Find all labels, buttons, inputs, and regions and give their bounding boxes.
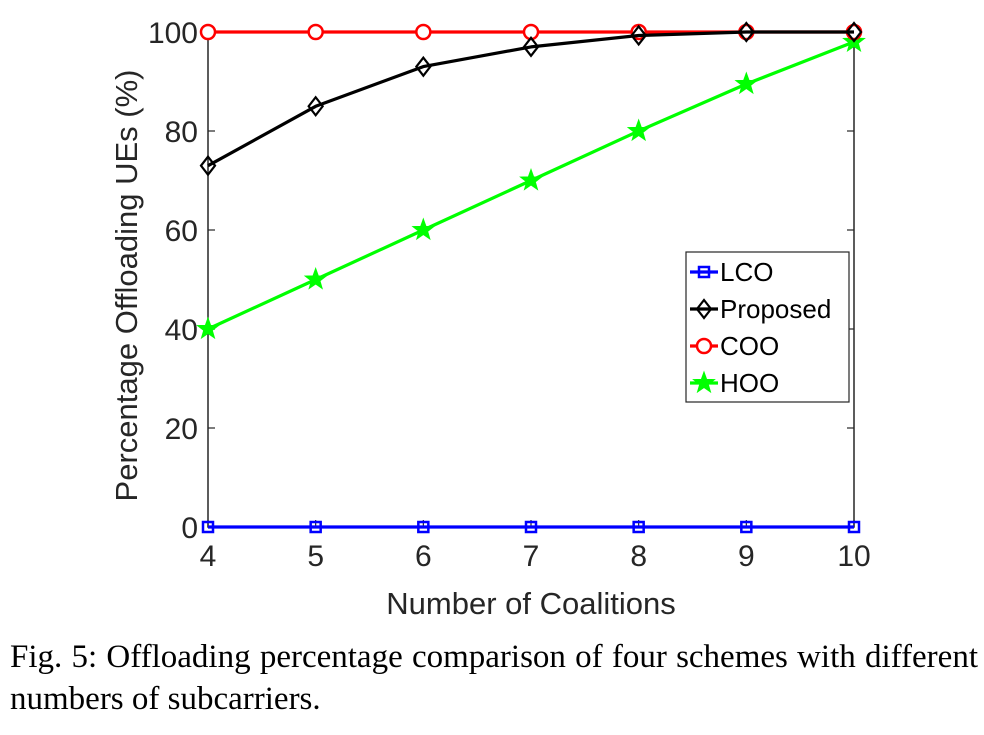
data-point: [417, 520, 430, 534]
x-axis-label: Number of Coalitions: [386, 586, 675, 621]
x-tick-label: 6: [415, 540, 432, 573]
legend-item-coo: COO: [690, 331, 779, 361]
data-point: [199, 154, 217, 177]
data-point: [632, 520, 645, 534]
data-point: [415, 23, 432, 41]
series-layer: [196, 21, 866, 534]
legend-marker: [692, 370, 716, 394]
x-tick-label: 9: [738, 540, 755, 573]
y-tick-label: 80: [165, 116, 198, 149]
data-point: [519, 168, 543, 191]
data-point: [199, 23, 217, 41]
legend-marker: [697, 265, 711, 279]
y-tick-label: 60: [165, 215, 198, 248]
legend-label: HOO: [720, 368, 779, 398]
figure-caption: Fig. 5: Offloading percentage comparison…: [10, 639, 978, 717]
chart: 0 20 40 60 80 100 4 5 6 7 8 9 10 LCO Proposed COO HOO N…: [109, 17, 871, 621]
data-point: [307, 23, 324, 41]
data-point: [201, 520, 215, 534]
x-tick-label: 4: [200, 540, 217, 573]
data-point: [411, 217, 436, 241]
x-tick-label: 8: [630, 540, 647, 573]
legend-marker: [695, 298, 713, 320]
legend: LCO Proposed COO HOO: [685, 251, 850, 403]
data-point: [196, 316, 220, 340]
data-point: [737, 21, 755, 43]
x-tick-label: 10: [837, 540, 870, 573]
legend-label: LCO: [720, 257, 773, 287]
data-point: [524, 520, 538, 534]
y-tick-label: 0: [181, 512, 198, 545]
data-point: [630, 24, 648, 47]
y-tick-label: 20: [165, 413, 198, 446]
data-point: [847, 520, 861, 534]
data-point: [734, 71, 759, 95]
series-lco: [201, 520, 861, 534]
y-tick-label: 40: [165, 314, 198, 347]
data-point: [307, 95, 325, 118]
y-axis-label: Percentage Offloading UEs (%): [109, 70, 144, 502]
x-tick-label: 7: [523, 540, 540, 573]
axes: 0 20 40 60 80 100 4 5 6 7 8 9 10: [148, 17, 871, 573]
legend-label: COO: [720, 331, 779, 361]
data-point: [522, 36, 540, 58]
data-point: [845, 21, 863, 43]
legend-box: [685, 251, 850, 403]
legend-item-proposed: Proposed: [690, 294, 831, 324]
legend-marker: [695, 337, 713, 355]
series-line: [207, 30, 854, 168]
data-point: [303, 267, 328, 290]
data-point: [414, 55, 432, 78]
legend-label: Proposed: [720, 294, 831, 324]
series-proposed: [199, 21, 863, 177]
y-tick-label: 100: [148, 17, 198, 50]
legend-item-hoo: HOO: [690, 368, 779, 398]
data-point: [626, 118, 651, 142]
legend-item-lco: LCO: [690, 257, 773, 287]
x-tick-label: 5: [307, 540, 324, 573]
data-point: [740, 520, 753, 534]
data-point: [309, 520, 322, 534]
